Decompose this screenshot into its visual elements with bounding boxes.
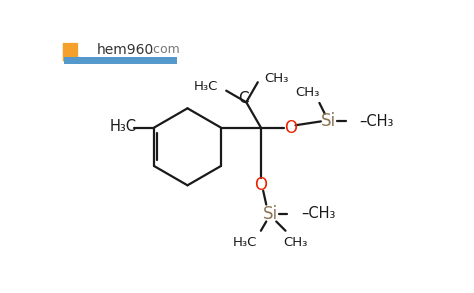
Text: O: O — [255, 176, 267, 194]
Text: CH₃: CH₃ — [264, 72, 288, 85]
FancyBboxPatch shape — [63, 43, 78, 61]
Text: C: C — [238, 91, 249, 106]
Text: 960化工网: 960化工网 — [104, 56, 137, 65]
Text: –CH₃: –CH₃ — [301, 206, 335, 221]
Text: –CH₃: –CH₃ — [359, 114, 394, 129]
Text: O: O — [283, 119, 297, 137]
Text: Si: Si — [263, 205, 278, 223]
Text: hem960: hem960 — [97, 43, 154, 57]
Text: H₃C: H₃C — [110, 119, 137, 134]
Text: CH₃: CH₃ — [283, 236, 308, 249]
Text: H₃C: H₃C — [233, 236, 257, 249]
Text: C: C — [64, 43, 77, 61]
Text: H₃C: H₃C — [194, 80, 219, 93]
Text: CH₃: CH₃ — [296, 86, 320, 99]
Text: .com: .com — [150, 43, 181, 56]
Bar — [64, 57, 177, 64]
Text: Si: Si — [321, 113, 336, 130]
